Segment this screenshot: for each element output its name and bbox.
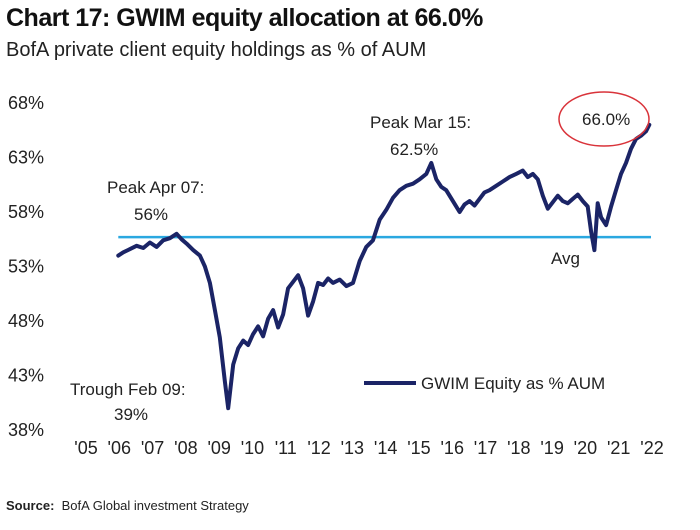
x-tick-label: '15 <box>407 438 430 458</box>
series-line-gwim-equity <box>116 122 652 411</box>
y-tick-label: 63% <box>8 148 44 168</box>
legend-label: GWIM Equity as % AUM <box>421 374 605 393</box>
x-tick-label: '22 <box>640 438 663 458</box>
annotation-trough-feb09-label: Trough Feb 09: <box>70 380 186 399</box>
y-tick-label: 48% <box>8 311 44 331</box>
x-tick-label: '08 <box>174 438 197 458</box>
annotation-peak-mar15-value: 62.5% <box>390 140 438 159</box>
x-tick-label: '05 <box>74 438 97 458</box>
annotation-avg: Avg <box>551 249 580 268</box>
annotation-trough-feb09-value: 39% <box>114 405 148 424</box>
x-tick-label: '11 <box>275 438 297 458</box>
x-tick-label: '14 <box>374 438 397 458</box>
x-tick-label: '19 <box>540 438 563 458</box>
x-axis: '05 '06 '07 '08 '09 '10 '11 '12 '13 '14 '15 '16 '17 '… <box>74 438 663 458</box>
y-tick-label: 43% <box>8 366 44 386</box>
x-tick-label: '09 <box>207 438 230 458</box>
annotations: Avg Peak Apr 07: 56% Peak Mar 15: 62.5% … <box>70 110 630 424</box>
source-label: Source: <box>6 498 55 513</box>
source-text: BofA Global investment Strategy <box>61 498 249 513</box>
y-tick-label: 58% <box>8 202 44 222</box>
source-note: Source: BofA Global investment Strategy <box>6 498 249 513</box>
x-tick-label: '06 <box>108 438 131 458</box>
annotation-peak-apr07-value: 56% <box>134 205 168 224</box>
x-tick-label: '20 <box>574 438 597 458</box>
line-chart: 68% 63% 58% 53% 48% 43% 38% '05 '06 '07 '08 '09 '10… <box>8 91 664 458</box>
y-axis: 68% 63% 58% 53% 48% 43% 38% <box>8 93 44 440</box>
y-tick-label: 68% <box>8 93 44 113</box>
x-tick-label: '07 <box>141 438 164 458</box>
x-tick-label: '16 <box>441 438 464 458</box>
x-tick-label: '10 <box>241 438 264 458</box>
chart-subtitle: BofA private client equity holdings as %… <box>6 39 427 61</box>
x-tick-label: '21 <box>607 438 630 458</box>
x-tick-label: '12 <box>307 438 330 458</box>
annotation-latest-value: 66.0% <box>582 110 630 129</box>
x-tick-label: '17 <box>474 438 497 458</box>
chart-title: Chart 17: GWIM equity allocation at 66.0… <box>6 4 483 32</box>
x-tick-label: '13 <box>341 438 364 458</box>
annotation-peak-apr07-label: Peak Apr 07: <box>107 178 204 197</box>
legend: GWIM Equity as % AUM <box>364 374 605 393</box>
x-tick-label: '18 <box>507 438 530 458</box>
y-tick-label: 38% <box>8 420 44 440</box>
y-tick-label: 53% <box>8 257 44 277</box>
annotation-peak-mar15-label: Peak Mar 15: <box>370 113 471 132</box>
highlight-circle <box>558 91 650 147</box>
